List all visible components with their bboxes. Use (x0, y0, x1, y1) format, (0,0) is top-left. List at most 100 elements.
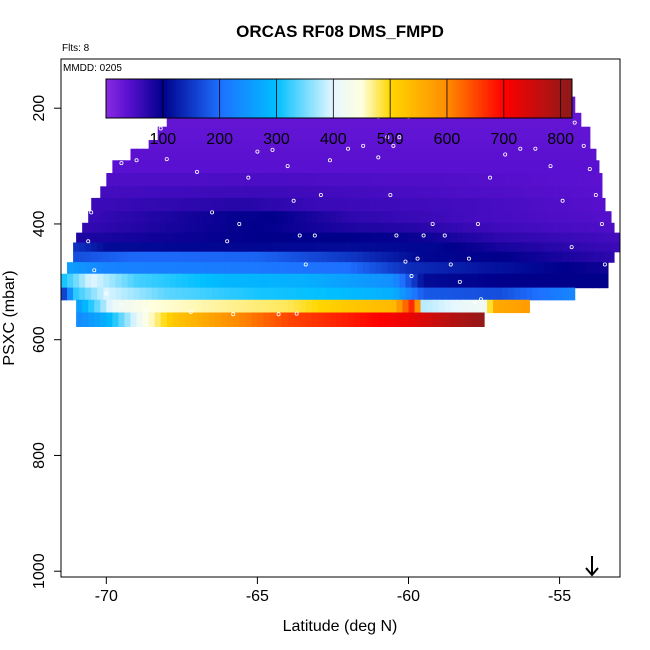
heatmap-cell-band-13 (187, 251, 195, 263)
heatmap-cell-band-6 (511, 173, 518, 187)
heatmap-cell-band-6 (384, 173, 391, 187)
heatmap-cell-band-7 (583, 186, 591, 199)
heatmap-cell-band-5 (148, 160, 156, 174)
heatmap-cell-band-12 (538, 242, 546, 253)
heatmap-cell-band-14 (212, 262, 219, 275)
track-point (475, 221, 480, 226)
heatmap-cell-band-2 (477, 126, 485, 141)
heatmap-cell-band-12 (405, 242, 413, 253)
heatmap-cell-band-15 (314, 273, 322, 289)
heatmap-cell-band-4 (142, 148, 150, 161)
heatmap-cell-band-12 (435, 242, 443, 253)
heatmap-cell-band-7 (444, 186, 452, 199)
heatmap-cell-band-11 (426, 232, 434, 244)
heatmap-cell-band-13 (163, 251, 171, 263)
track-point (86, 239, 91, 244)
colorbar-swatch (264, 79, 268, 118)
heatmap-cell-band-14 (163, 262, 171, 275)
heatmap-cell-band-1 (505, 112, 512, 128)
heatmap-cell-band-14 (302, 262, 310, 275)
heatmap-cell-band-12 (224, 242, 231, 253)
track-point (409, 274, 414, 279)
heatmap-cell-band-13 (332, 251, 340, 263)
heatmap-cell-band-15 (459, 273, 467, 289)
heatmap-cell-band-13 (169, 251, 177, 263)
heatmap-cell-band-7 (160, 186, 168, 199)
heatmap-cell-band-4 (221, 148, 228, 161)
heatmap-cell-band-18 (402, 312, 410, 327)
heatmap-cell-band-13 (157, 251, 165, 263)
heatmap-cell-band-17 (275, 299, 283, 314)
track-point (134, 158, 139, 163)
colorbar-swatch (224, 79, 228, 118)
heatmap-cell-band-11 (196, 232, 204, 244)
heatmap-cell-band-15 (248, 273, 255, 289)
heatmap-cell-band-6 (595, 173, 603, 187)
heatmap-cell-band-9 (462, 211, 470, 224)
heatmap-cell-band-12 (85, 242, 92, 253)
heatmap-cell-band-6 (559, 173, 567, 187)
heatmap-cell-band-1 (190, 112, 198, 128)
heatmap-cell-band-6 (160, 173, 168, 187)
heatmap-cell-band-11 (94, 232, 101, 244)
heatmap-cell-band-16 (490, 287, 497, 301)
heatmap-cell-band-6 (136, 173, 144, 187)
heatmap-cell-band-4 (166, 148, 174, 161)
heatmap-cell-band-5 (583, 160, 591, 174)
heatmap-cell-band-11 (209, 232, 216, 244)
heatmap-cell-band-13 (417, 251, 425, 263)
heatmap-cell-band-2 (580, 126, 588, 141)
heatmap-cell-band-7 (136, 186, 144, 199)
heatmap-cell-band-3 (583, 140, 591, 150)
heatmap-cell-band-15 (435, 273, 443, 289)
heatmap-cell-band-6 (263, 173, 271, 187)
heatmap-cell-band-12 (610, 242, 618, 253)
colorbar-swatch (406, 79, 410, 118)
heatmap-cell-band-7 (402, 186, 410, 199)
heatmap-cell-band-5 (535, 160, 543, 174)
heatmap-cell-band-9 (239, 211, 246, 224)
heatmap-cell-band-1 (178, 112, 186, 128)
heatmap-cell-band-7 (456, 186, 464, 199)
heatmap-cell-band-5 (221, 160, 228, 174)
heatmap-cell-band-15 (405, 273, 413, 289)
heatmap-cell-band-9 (281, 211, 289, 224)
heatmap-cell-band-14 (351, 262, 358, 275)
colorbar-swatch (464, 79, 468, 118)
heatmap-cell-band-3 (263, 140, 271, 150)
heatmap-cell-band-10 (275, 222, 283, 234)
heatmap-cell-band-15 (85, 273, 92, 289)
colorbar-tick-label: 400 (320, 131, 347, 148)
heatmap-cell-band-4 (215, 148, 222, 161)
heatmap-cell-band-13 (508, 251, 515, 263)
heatmap-cell-band-6 (281, 173, 289, 187)
heatmap-cell-band-8 (387, 197, 394, 212)
heatmap-cell-band-2 (326, 126, 334, 141)
colorbar-swatch (157, 79, 161, 118)
heatmap-cell-band-2 (163, 126, 171, 141)
colorbar-swatch (259, 79, 263, 118)
colorbar-swatch (478, 79, 482, 118)
heatmap-cell-band-6 (275, 173, 283, 187)
heatmap-cell-band-10 (444, 222, 452, 234)
heatmap-cell-band-9 (196, 211, 204, 224)
heatmap-cell-band-5 (263, 160, 271, 174)
colorbar-swatch (180, 79, 184, 118)
heatmap-cell-band-18 (172, 312, 180, 327)
heatmap-cell-band-12 (556, 242, 564, 253)
heatmap-cell-band-12 (230, 242, 237, 253)
heatmap-cell-band-8 (278, 197, 286, 212)
heatmap-cell-band-10 (474, 222, 482, 234)
heatmap-cell-band-4 (160, 148, 168, 161)
heatmap-cell-band-7 (311, 186, 319, 199)
colorbar (105, 78, 573, 119)
heatmap-cell-band-16 (381, 287, 388, 301)
heatmap-cell-band-14 (224, 262, 231, 275)
heatmap-cell-band-4 (565, 148, 573, 161)
colorbar-swatch (420, 79, 424, 118)
heatmap-cell-band-9 (565, 211, 573, 224)
heatmap-cell-band-4 (311, 148, 319, 161)
colorbar-swatch (497, 79, 501, 118)
heatmap-cell-band-13 (345, 251, 352, 263)
heatmap-cell-band-4 (342, 148, 349, 161)
